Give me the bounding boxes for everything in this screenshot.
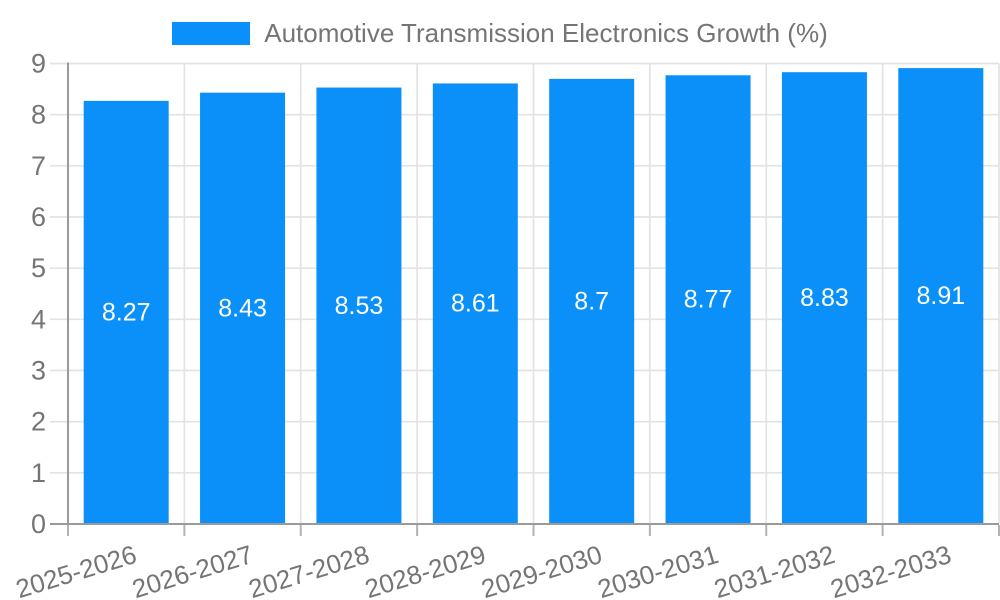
x-axis-tick-label: 2027-2028: [245, 539, 373, 600]
legend-label: Automotive Transmission Electronics Grow…: [264, 18, 828, 48]
bar[interactable]: [781, 72, 867, 524]
y-axis-tick-label: 4: [31, 304, 46, 334]
bar[interactable]: [316, 87, 402, 524]
x-axis-tick-label: 2025-2026: [12, 539, 140, 600]
bar-value-label: 8.91: [916, 282, 965, 310]
y-axis-tick-label: 0: [31, 509, 46, 539]
x-axis-tick-label: 2029-2030: [478, 539, 606, 600]
x-axis-tick-label: 2032-2033: [827, 539, 955, 600]
x-axis-tick-label: 2028-2029: [361, 539, 489, 600]
legend-swatch: [172, 21, 251, 45]
bar-value-label: 8.83: [800, 284, 849, 312]
bar-value-label: 8.43: [218, 294, 267, 322]
y-axis-tick-label: 9: [31, 49, 46, 79]
y-axis-tick-label: 3: [31, 356, 46, 386]
bar[interactable]: [549, 78, 635, 524]
bar[interactable]: [898, 68, 984, 524]
bar-value-label: 8.27: [102, 298, 151, 326]
bar-value-label: 8.7: [574, 287, 609, 315]
bar-value-label: 8.61: [451, 290, 500, 318]
x-axis-tick-label: 2026-2027: [129, 539, 257, 600]
x-axis-tick-label: 2030-2031: [594, 539, 722, 600]
bar[interactable]: [432, 83, 518, 524]
bar[interactable]: [200, 92, 286, 524]
y-axis-tick-label: 2: [31, 407, 46, 437]
bar-value-label: 8.77: [684, 286, 733, 314]
y-axis-tick-label: 8: [31, 100, 46, 130]
y-axis-tick-label: 5: [31, 253, 46, 283]
y-axis-tick-label: 7: [31, 151, 46, 181]
bar-value-label: 8.53: [335, 292, 384, 320]
y-axis-tick-label: 6: [31, 202, 46, 232]
chart-legend-item[interactable]: Automotive Transmission Electronics Grow…: [0, 20, 1000, 46]
x-axis-tick-label: 2031-2032: [711, 539, 839, 600]
bar[interactable]: [83, 100, 169, 524]
bar[interactable]: [665, 75, 751, 524]
y-axis-tick-label: 1: [31, 458, 46, 488]
